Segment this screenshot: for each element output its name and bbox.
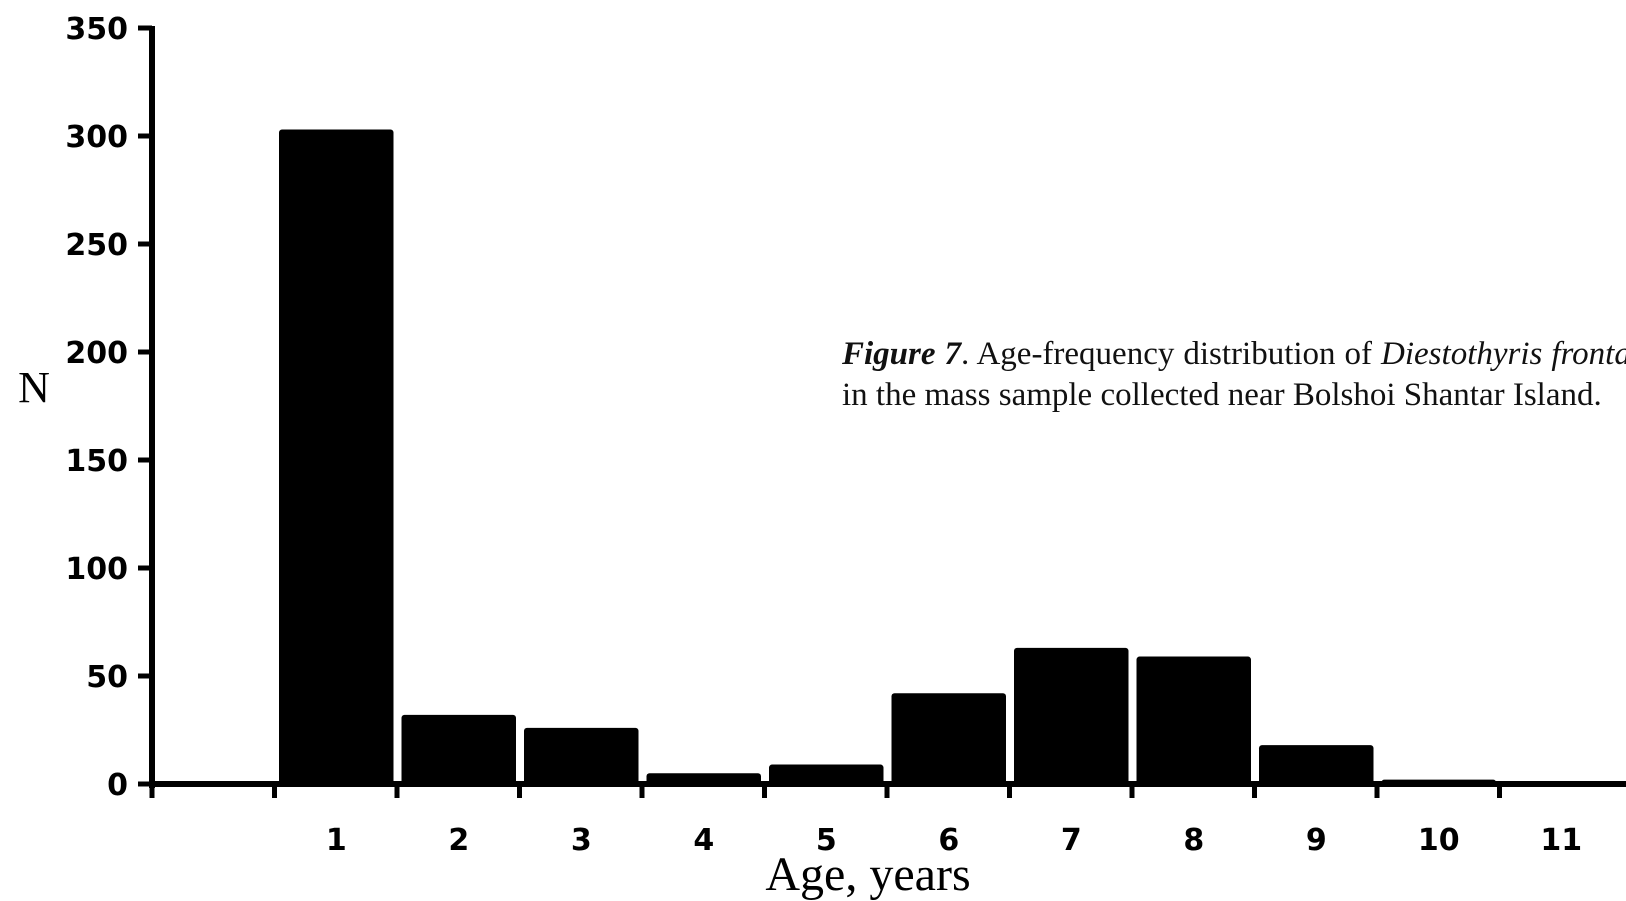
caption-text-end: in the mass sample collected near Bolsho… xyxy=(842,377,1602,413)
x-tick-label-8: 8 xyxy=(1183,823,1204,858)
x-tick-label-9: 9 xyxy=(1306,823,1327,858)
x-tick-label-7: 7 xyxy=(1061,823,1082,858)
bar-6 xyxy=(891,693,1006,784)
y-tick-label-300: 300 xyxy=(65,120,128,155)
x-tick-label-11: 11 xyxy=(1540,823,1582,858)
y-axis-title: N xyxy=(18,363,50,412)
bar-5 xyxy=(769,764,884,784)
caption-figure-label: Figure 7 xyxy=(842,336,962,372)
bar-7 xyxy=(1014,647,1129,784)
x-tick-label-3: 3 xyxy=(571,823,592,858)
y-tick-label-100: 100 xyxy=(65,552,128,587)
bar-9 xyxy=(1259,745,1374,784)
y-tick-label-50: 50 xyxy=(86,660,128,695)
y-tick-label-200: 200 xyxy=(65,336,128,371)
bar-8 xyxy=(1136,656,1251,784)
caption-species-name: Diestothyris frontalis xyxy=(1381,336,1626,372)
x-tick-label-6: 6 xyxy=(938,823,959,858)
y-tick-label-250: 250 xyxy=(65,228,128,263)
y-tick-label-350: 350 xyxy=(65,12,128,47)
y-tick-label-0: 0 xyxy=(107,768,128,803)
x-tick-label-1: 1 xyxy=(326,823,347,858)
x-tick-label-10: 10 xyxy=(1418,823,1460,858)
x-axis-title: Age, years xyxy=(765,848,970,901)
x-tick-label-2: 2 xyxy=(448,823,469,858)
caption-text-start: . Age-frequency distribution of xyxy=(961,336,1382,372)
bar-2 xyxy=(401,714,516,784)
bar-1 xyxy=(279,129,394,784)
bar-3 xyxy=(524,727,639,784)
figure-caption: Figure 7. Age-frequency distribution of … xyxy=(842,334,1626,416)
x-tick-label-5: 5 xyxy=(816,823,837,858)
x-tick-label-4: 4 xyxy=(693,823,714,858)
ticks-group: 1 2 3 4 5 6 7 8 9 10 11 0 50 100 150 200 250 300 350 xyxy=(65,12,1582,858)
axes-group xyxy=(138,25,1626,798)
bars-group xyxy=(279,129,1496,784)
y-tick-label-150: 150 xyxy=(65,444,128,479)
